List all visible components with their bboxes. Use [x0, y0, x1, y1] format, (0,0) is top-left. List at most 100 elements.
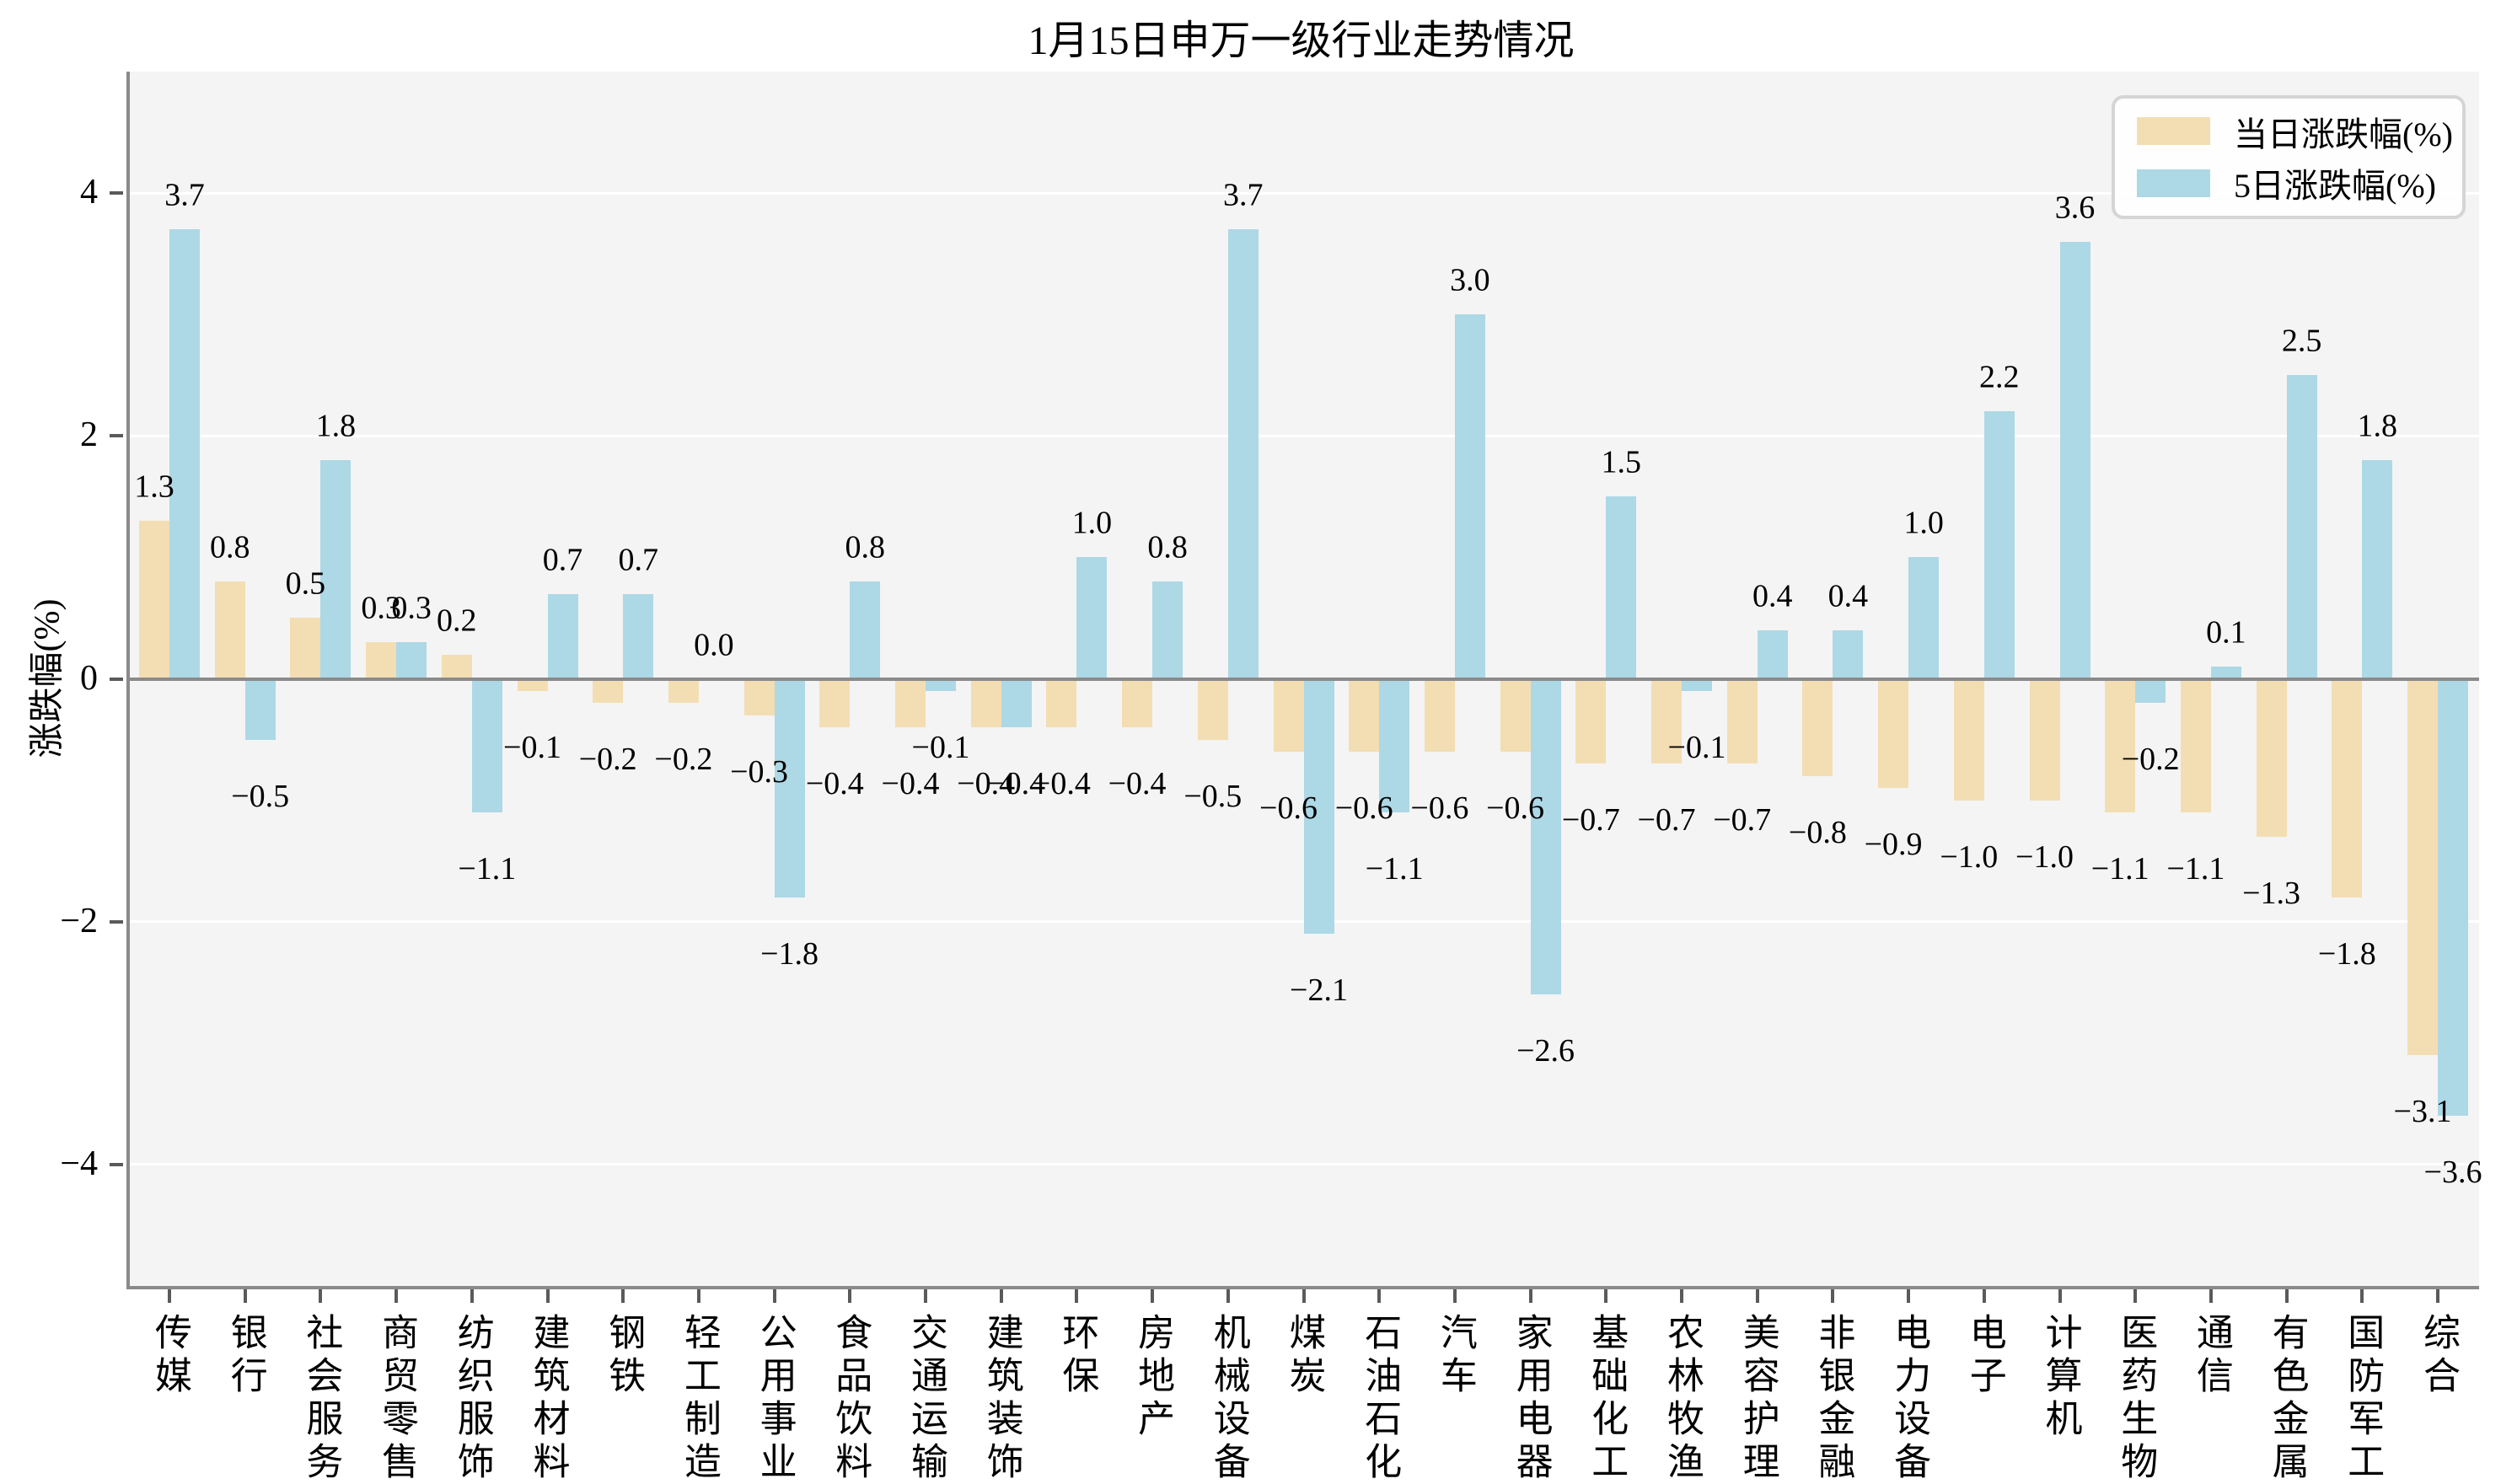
- bar-value-label: 0.7: [542, 541, 583, 577]
- bar-daily: [1802, 678, 1833, 776]
- bar-daily: [1424, 678, 1455, 752]
- bar-5day: [774, 678, 805, 897]
- bar-5day: [1757, 629, 1788, 679]
- bar-value-label: −0.5: [231, 778, 290, 814]
- bar-5day: [1076, 557, 1108, 679]
- bar-daily: [1878, 678, 1909, 789]
- bar-daily: [2407, 678, 2438, 1056]
- bar-daily: [2029, 678, 2060, 801]
- bar-daily: [139, 521, 169, 679]
- x-tick-mark: [1151, 1289, 1155, 1303]
- bar-value-label: −1.8: [760, 935, 819, 972]
- x-tick-mark: [2284, 1289, 2289, 1303]
- x-tick-mark: [2209, 1289, 2213, 1303]
- category-label: 商贸零售: [376, 1313, 418, 1484]
- bar-daily: [2105, 678, 2136, 812]
- category-label: 国防军工: [2342, 1313, 2384, 1484]
- bar-value-label: −1.1: [2166, 851, 2225, 887]
- category-label: 纺织服饰: [451, 1313, 493, 1484]
- bar-5day: [1379, 678, 1410, 812]
- bar-value-label: −3.1: [2393, 1094, 2452, 1130]
- x-tick-mark: [1755, 1289, 1759, 1303]
- x-tick-mark: [394, 1289, 399, 1303]
- bar-daily: [1953, 678, 1984, 801]
- x-tick-mark: [1907, 1289, 1911, 1303]
- y-tick-mark: [110, 919, 123, 924]
- bar-value-label: 3.7: [1223, 177, 1264, 213]
- y-tick-label: 0: [80, 658, 98, 698]
- plot-area: 1.3 0.8 0.5 0.3 0.2 −0.1 −0.2 −0.2 −0.3 −0.4 −0.4−…: [126, 72, 2482, 1484]
- bar-value-label: −3.6: [2423, 1155, 2482, 1191]
- bar-value-label: 1.8: [2357, 408, 2398, 444]
- bar-daily: [1726, 678, 1758, 764]
- bar-value-label: −0.1: [1667, 729, 1726, 765]
- x-tick-mark: [621, 1289, 625, 1303]
- bar-value-label: 0.8: [1147, 529, 1188, 565]
- bar-5day: [1454, 314, 1485, 679]
- bar-value-label: 2.2: [1979, 359, 2020, 395]
- legend-swatch-daily: [2137, 117, 2210, 146]
- x-tick-mark: [319, 1289, 323, 1303]
- bar-5day: [1152, 581, 1183, 679]
- y-axis: −4 −2 0 2 4: [0, 0, 126, 1484]
- bar-5day: [1303, 678, 1334, 935]
- bar-daily: [1046, 678, 1077, 728]
- bar-value-label: −0.2: [578, 742, 637, 778]
- bar-5day: [1227, 229, 1259, 679]
- bar-value-label: −0.4: [1108, 766, 1167, 802]
- category-label: 银行: [224, 1313, 266, 1399]
- x-tick-mark: [168, 1289, 171, 1303]
- bar-5day: [850, 581, 881, 679]
- bar-5day: [2286, 375, 2317, 679]
- category-label: 社会服务: [300, 1313, 342, 1484]
- category-label: 传媒: [149, 1313, 191, 1399]
- category-label: 电子: [1963, 1313, 2005, 1399]
- bar-value-label: −2.6: [1516, 1033, 1575, 1069]
- bar-value-label: −0.6: [1410, 790, 1469, 826]
- category-label: 轻工制造: [678, 1313, 720, 1484]
- bar-value-label: 1.3: [134, 469, 174, 505]
- category-label: 通信: [2190, 1313, 2232, 1399]
- category-label: 基础化工: [1586, 1313, 1628, 1484]
- legend-item-5day: 5日涨跌幅(%): [2137, 158, 2440, 207]
- category-label: 建筑装饰: [980, 1313, 1022, 1484]
- bar-value-label: −0.2: [2121, 742, 2180, 778]
- x-tick-mark: [1075, 1289, 1079, 1303]
- category-label: 汽车: [1434, 1313, 1476, 1399]
- category-label: 医药生物: [2115, 1313, 2157, 1484]
- category-label: 有色金属: [2266, 1313, 2308, 1484]
- x-tick-mark: [1680, 1289, 1683, 1303]
- x-tick-mark: [848, 1289, 852, 1303]
- bar-value-label: −1.1: [1365, 851, 1424, 887]
- bar-value-label: 3.6: [2054, 190, 2096, 226]
- x-tick-mark: [243, 1289, 247, 1303]
- x-tick-mark: [696, 1289, 700, 1303]
- bar-daily: [743, 678, 775, 715]
- bar-value-label: 0.4: [1752, 578, 1793, 614]
- x-tick-mark: [1982, 1289, 1986, 1303]
- category-label: 农林牧渔: [1661, 1313, 1703, 1484]
- y-tick-label: −4: [60, 1144, 98, 1183]
- bar-5day: [1833, 629, 1864, 679]
- bar-value-label: −0.7: [1637, 802, 1696, 838]
- y-tick-label: 4: [80, 173, 98, 212]
- y-tick-mark: [110, 191, 123, 196]
- category-label: 家用电器: [1510, 1313, 1552, 1484]
- bar-5day: [1530, 678, 1561, 995]
- bar-daily: [366, 642, 397, 679]
- category-label: 机械设备: [1207, 1313, 1249, 1484]
- bar-daily: [1273, 678, 1304, 752]
- bar-value-label: −1.1: [458, 851, 517, 887]
- bar-daily: [819, 678, 851, 728]
- zero-line: [130, 677, 2479, 681]
- y-tick-label: −2: [60, 901, 98, 940]
- bar-5day: [1682, 678, 1712, 691]
- bar-value-label: −1.1: [2090, 851, 2149, 887]
- bar-5day: [623, 593, 654, 679]
- bar-value-label: −0.6: [1259, 790, 1318, 826]
- y-tick-label: 2: [80, 415, 98, 455]
- category-label: 电力设备: [1888, 1313, 1930, 1484]
- category-label: 公用事业: [754, 1313, 796, 1484]
- x-tick-mark: [1528, 1289, 1532, 1303]
- bar-value-label: 1.0: [1071, 505, 1113, 541]
